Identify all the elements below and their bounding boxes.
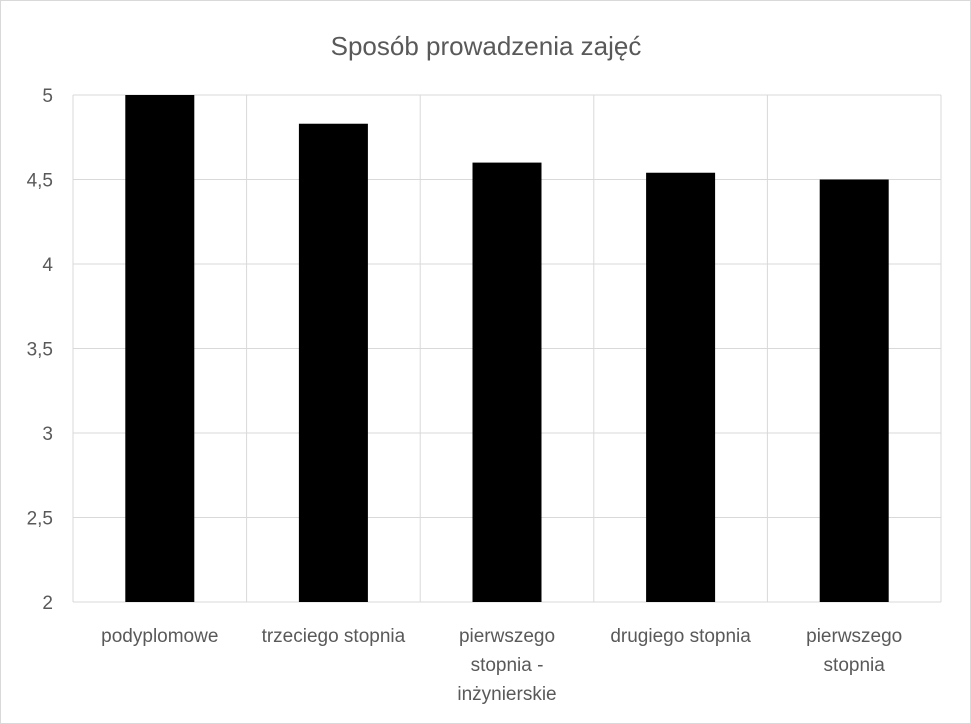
y-tick-label: 2 [42,593,53,614]
bar [819,179,889,602]
y-tick-label: 4,5 [27,171,53,192]
y-tick-label: 5 [42,86,53,107]
chart-title: Sposób prowadzenia zajęć [331,31,642,61]
bars [125,95,889,603]
y-axis-ticks: 2 2,5 3 3,5 4 4,5 5 [27,86,54,614]
y-tick-label: 3 [42,424,53,445]
x-axis-categories: podyplomowe trzeciego stopnia pierwszego st… [101,626,902,705]
x-category-label: drugiego stopnia [610,626,751,647]
x-category-label: pierwszego stopnia [806,626,902,676]
x-category-label: pierwszego stopnia -inżynierskie [457,626,556,705]
x-category-label: podyplomowe [101,626,218,647]
y-tick-label: 3,5 [27,340,53,361]
bar [646,172,716,603]
x-category-label: trzeciego stopnia [262,626,406,647]
bar [298,123,368,602]
y-tick-label: 4 [42,255,53,276]
y-tick-label: 2,5 [27,509,53,530]
bar [125,95,195,602]
bar [472,162,542,602]
